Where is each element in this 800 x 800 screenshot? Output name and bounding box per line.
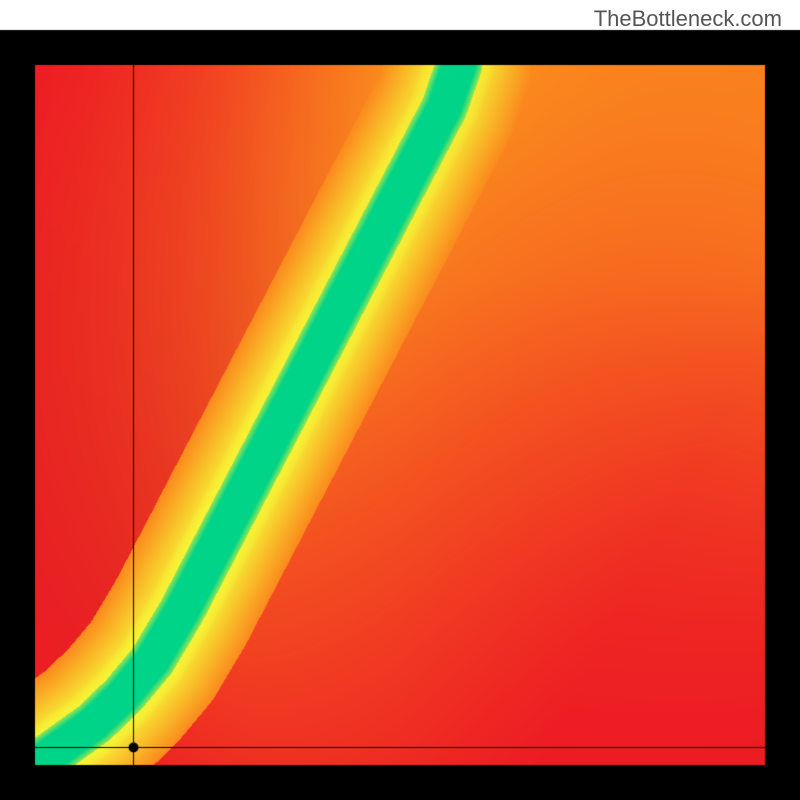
heatmap-canvas — [0, 0, 800, 800]
watermark-text: TheBottleneck.com — [594, 6, 782, 32]
